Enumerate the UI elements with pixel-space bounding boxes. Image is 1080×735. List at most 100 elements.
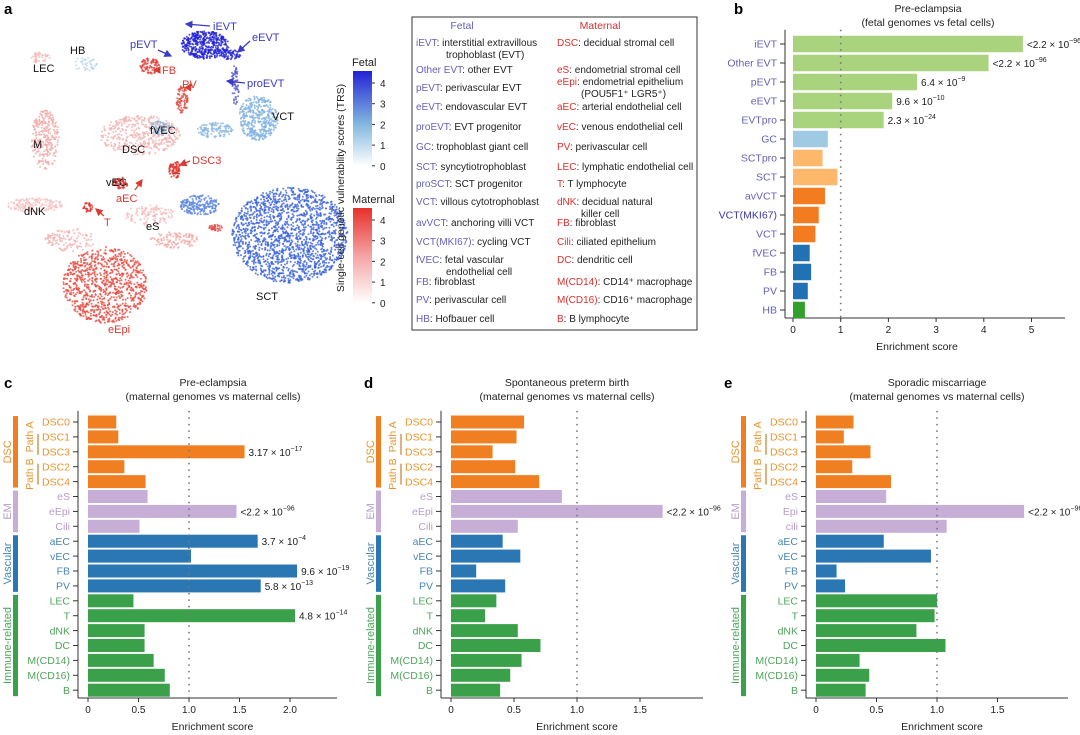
umap-cell-dot <box>259 131 262 134</box>
umap-cell-dot <box>117 285 120 288</box>
umap-cell-dot <box>256 256 259 259</box>
umap-cell-dot <box>33 60 36 63</box>
umap-cell-dot <box>119 277 122 280</box>
umap-cell-dot <box>271 123 274 126</box>
umap-cell-dot <box>204 38 207 41</box>
umap-cell-dot <box>283 228 286 231</box>
umap-cell-dot <box>69 291 72 294</box>
umap-cell-dot <box>73 243 76 246</box>
umap-cell-dot <box>122 146 125 149</box>
umap-cell-dot <box>143 291 146 294</box>
umap-cell-dot <box>273 246 276 249</box>
umap-cell-dot <box>38 159 41 162</box>
umap-cell-dot <box>50 117 52 120</box>
umap-cell-dot <box>120 124 123 127</box>
umap-cell-dot <box>241 231 244 234</box>
umap-cell-dot <box>266 258 269 261</box>
umap-cell-dot <box>133 263 136 266</box>
umap-cell-dot <box>265 119 268 122</box>
umap-cell-dot <box>57 136 60 139</box>
umap-cell-dot <box>315 229 318 232</box>
umap-cell-dot <box>260 98 263 101</box>
umap-cell-dot <box>157 64 160 67</box>
umap-cell-dot <box>90 266 93 269</box>
umap-cell-dot <box>86 292 88 295</box>
umap-cell-dot <box>127 263 130 266</box>
umap-cell-dot <box>196 127 199 130</box>
umap-cell-dot <box>202 37 204 40</box>
umap-cell-dot <box>274 278 277 281</box>
umap-cell-dot <box>239 235 242 238</box>
umap-cell-dot <box>76 247 79 250</box>
umap-cell-dot <box>157 238 160 241</box>
umap-cell-dot <box>315 220 318 223</box>
umap-cell-dot <box>41 145 44 148</box>
umap-cell-dot <box>112 250 115 253</box>
umap-cell-dot <box>141 60 144 63</box>
umap-cell-dot <box>130 282 133 285</box>
umap-cell-dot <box>114 299 117 302</box>
umap-cell-dot <box>72 269 74 272</box>
umap-cell-dot <box>163 220 166 222</box>
umap-cell-dot <box>136 214 139 217</box>
umap-cell-dot <box>96 273 99 276</box>
umap-cell-dot <box>177 88 180 91</box>
umap-cell-dot <box>153 220 156 222</box>
umap-cell-dot <box>271 256 274 259</box>
umap-cell-dot <box>40 143 43 146</box>
umap-cell-dot <box>262 132 265 135</box>
umap-cell-dot <box>267 265 269 268</box>
umap-cell-dot <box>264 120 266 122</box>
umap-cell-dot <box>177 246 180 249</box>
umap-cell-dot <box>121 294 124 297</box>
umap-cell-dot <box>37 51 40 54</box>
umap-cell-dot <box>147 71 149 74</box>
umap-cell-dot <box>141 295 144 298</box>
umap-cell-dot <box>42 133 45 136</box>
umap-cell-dot <box>239 117 242 120</box>
umap-cell-dot <box>97 251 100 253</box>
umap-cell-dot <box>129 219 132 222</box>
umap-cell-dot <box>247 252 250 255</box>
umap-cell-dot <box>125 308 128 311</box>
umap-cell-dot <box>295 220 297 223</box>
umap-cell-dot <box>130 142 133 145</box>
umap-cell-dot <box>136 281 139 284</box>
umap-cell-dot <box>118 316 121 319</box>
umap-cell-dot <box>274 126 277 129</box>
umap-cell-dot <box>36 150 39 153</box>
umap-cell-dot <box>97 295 100 298</box>
umap-cell-dot <box>65 296 68 299</box>
umap-cell-dot <box>57 243 60 246</box>
umap-cell-dot <box>312 201 315 203</box>
umap-cell-dot <box>74 281 76 284</box>
umap-cell-dot <box>101 316 104 319</box>
umap-cell-dot <box>276 256 279 259</box>
umap-cell-dot <box>114 258 117 261</box>
umap-cell-dot <box>81 63 84 65</box>
umap-cell-dot <box>176 175 179 178</box>
umap-cell-dot <box>310 202 313 205</box>
umap-cell-dot <box>229 49 232 52</box>
umap-cell-dot <box>209 57 211 60</box>
umap-cell-dot <box>74 293 77 296</box>
umap-cell-dot <box>206 54 208 57</box>
umap-cell-dot <box>47 142 50 145</box>
umap-cell-dot <box>191 236 194 239</box>
umap-cell-dot <box>171 210 174 213</box>
umap-cell-dot <box>253 98 256 101</box>
umap-cell-dot <box>304 235 307 238</box>
umap-cell-dot <box>254 272 257 275</box>
umap-cell-dot <box>117 255 120 258</box>
umap-cell-dot <box>179 236 182 239</box>
umap-cell-dot <box>43 167 46 170</box>
umap-cell-dot <box>41 124 44 127</box>
umap-cell-dot <box>253 125 256 128</box>
umap-cell-dot <box>222 36 225 39</box>
umap-cell-dot <box>125 283 128 286</box>
umap-cell-dot <box>97 254 100 257</box>
umap-cell-dot <box>239 240 242 243</box>
umap-cell-dot <box>116 264 119 267</box>
umap-cell-dot <box>74 265 77 268</box>
umap-cell-dot <box>129 119 132 122</box>
